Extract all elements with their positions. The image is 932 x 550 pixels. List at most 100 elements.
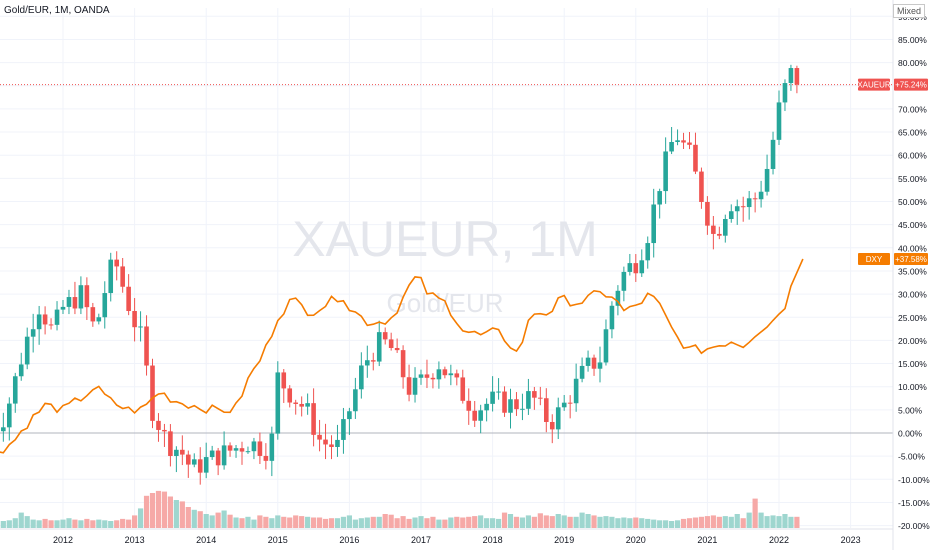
candle-body (448, 373, 454, 376)
volume-bar (54, 520, 60, 528)
volume-bar (167, 496, 173, 528)
volume-bar (543, 515, 549, 528)
candle-body (162, 429, 167, 432)
volume-bar (328, 518, 335, 528)
volume-bar (251, 519, 257, 528)
volume-bar (96, 519, 102, 528)
volume-bar (197, 511, 203, 528)
y-tick-label: -15.00% (898, 498, 930, 508)
volume-bar (209, 515, 215, 528)
candle-body (299, 403, 304, 407)
candle-body (108, 259, 114, 294)
volume-bar (364, 517, 370, 528)
candle-body (359, 365, 364, 390)
y-tick-label: 25.00% (898, 313, 927, 323)
volume-bar (24, 516, 30, 528)
volume-bar (537, 513, 543, 528)
symbol-title[interactable]: Gold/EUR, 1M, OANDA (4, 5, 110, 16)
candle-body (7, 403, 12, 428)
x-axis[interactable]: 2012 2013 2014 2015 2016 2017 2018 2019 2020 2021… (0, 528, 893, 545)
volume-bar (716, 516, 722, 528)
candle-body (567, 402, 573, 404)
volume-bar (245, 516, 251, 528)
volume-bar (120, 518, 126, 528)
volume-bar (710, 515, 716, 528)
volume-bar (6, 520, 12, 528)
volume-bar (782, 514, 788, 528)
candle-body (388, 339, 394, 348)
volume-bar (412, 517, 418, 528)
candle-body (120, 266, 125, 287)
candle-body (311, 403, 316, 435)
volume-bar (531, 516, 537, 528)
volume-bar (334, 518, 341, 528)
candle-body (555, 407, 561, 430)
x-tick-label: 2012 (53, 535, 73, 545)
volume-bar (72, 519, 78, 528)
candle-body (382, 332, 388, 340)
candle-body (174, 449, 179, 456)
volume-bar (513, 516, 520, 528)
y-tick-label: 70.00% (898, 104, 927, 114)
volume-bar (221, 510, 227, 528)
volume-bar (299, 516, 305, 528)
candle-body (281, 372, 287, 389)
candle-body (341, 419, 346, 440)
candle-body (233, 448, 239, 451)
candle-body (675, 140, 680, 143)
volume-bar (0, 521, 6, 528)
candle-body (669, 142, 674, 152)
volume-bar (424, 518, 430, 528)
volume-bar (567, 516, 573, 528)
x-tick-label: 2022 (769, 535, 789, 545)
volume-bar (90, 520, 96, 528)
candle-body (526, 391, 531, 409)
candle-body (651, 204, 656, 244)
candle-body (60, 306, 66, 310)
candle-body (400, 350, 406, 378)
volume-bar (507, 514, 514, 528)
y-axis[interactable]: 90.00%85.00%80.00%75.00%70.00%65.00%60.0… (892, 0, 930, 550)
volume-bar (770, 515, 776, 528)
volume-bar (495, 518, 502, 528)
volume-bar (275, 515, 281, 528)
candle-body (197, 459, 203, 473)
volume-bar (132, 515, 138, 528)
y-tick-label: 40.00% (898, 243, 927, 253)
volume-bar (108, 521, 114, 528)
volume-bar (692, 517, 699, 528)
candle-body (180, 449, 185, 455)
scale-mode-button[interactable]: Mixed (893, 4, 926, 18)
volume-bar (734, 514, 740, 528)
candle-body (84, 285, 90, 308)
candle-body (514, 399, 519, 410)
candle-body (305, 403, 310, 407)
volume-bar (722, 516, 728, 528)
candle-body (203, 457, 209, 473)
candle-body (287, 388, 293, 403)
candle-body (770, 139, 776, 169)
candle-body (66, 297, 72, 307)
candle-body (72, 297, 78, 309)
volume-bar (448, 517, 454, 528)
volume-bar (746, 512, 752, 528)
candle-body (251, 441, 257, 452)
y-tick-label: 20.00% (898, 336, 927, 346)
x-tick-label: 2014 (196, 535, 216, 545)
y-tick-label: 0.00% (898, 429, 923, 439)
candle-body (681, 140, 686, 143)
y-tick-label: 10.00% (898, 382, 927, 392)
volume-bar (591, 515, 597, 528)
candle-body (257, 441, 263, 456)
y-tick-label: 5.00% (898, 405, 923, 415)
candle-body (96, 317, 102, 322)
candle-body (561, 402, 567, 408)
dxy-name: DXY (866, 255, 883, 264)
volume-bar (466, 516, 472, 528)
candle-body (293, 402, 298, 404)
volume-bar (18, 512, 24, 528)
volume-bar (615, 518, 621, 528)
candle-body (424, 374, 430, 378)
candle-body (460, 377, 466, 401)
